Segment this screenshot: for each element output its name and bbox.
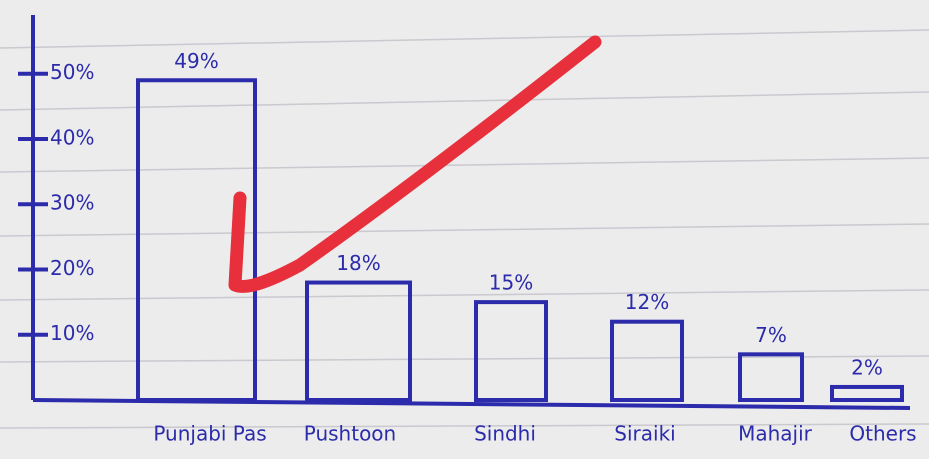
bar xyxy=(830,384,904,403)
y-tick-label: 10% xyxy=(50,321,94,345)
y-tick-label: 40% xyxy=(50,125,94,149)
ruled-lines xyxy=(0,29,929,429)
value-label: 2% xyxy=(851,355,883,379)
y-tick-label: 20% xyxy=(50,256,94,280)
value-label: 12% xyxy=(625,290,669,314)
x-tick-label: Mahajir xyxy=(738,422,813,446)
value-label: 49% xyxy=(174,49,218,73)
x-tick-label: Sindhi xyxy=(474,422,536,446)
bar xyxy=(305,280,412,402)
value-label: 15% xyxy=(489,271,533,295)
bar xyxy=(610,319,684,402)
check-mark xyxy=(228,35,602,293)
value-label: 7% xyxy=(755,323,787,347)
bar xyxy=(136,78,257,402)
bar xyxy=(474,300,548,403)
y-tick-label: 50% xyxy=(50,60,94,84)
value-label: 18% xyxy=(336,251,380,275)
y-tick-label: 30% xyxy=(50,191,94,215)
x-tick-label: Punjabi Pas xyxy=(153,422,266,446)
x-tick-label: Others xyxy=(849,422,916,446)
x-tick-label: Siraiki xyxy=(614,422,675,446)
bar xyxy=(738,352,804,402)
x-tick-label: Pushtoon xyxy=(304,422,396,446)
